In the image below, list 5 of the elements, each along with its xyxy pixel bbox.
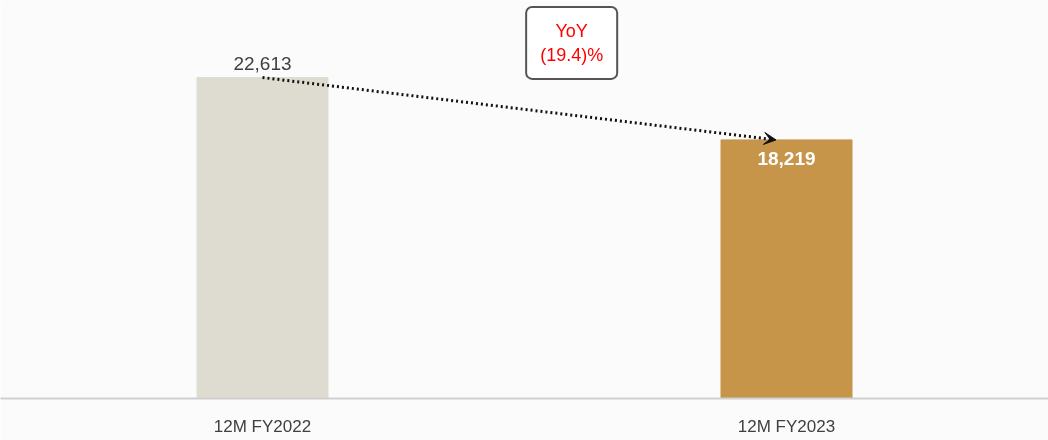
x-tick-label: 12M FY2023 xyxy=(737,416,836,436)
x-tick-label: 12M FY2022 xyxy=(213,416,312,436)
data-label: 22,613 xyxy=(233,52,292,74)
text: YoY (19.4)% xyxy=(540,20,604,65)
data-label: 18,219 xyxy=(757,147,816,169)
